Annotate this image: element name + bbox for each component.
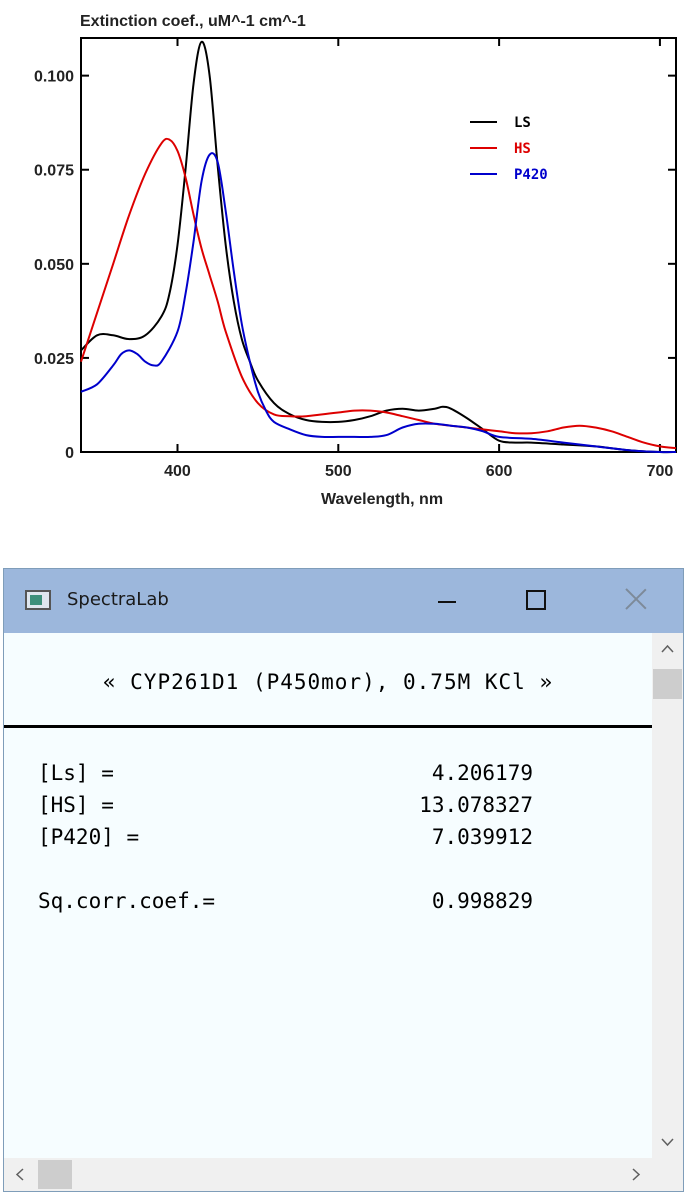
scroll-up-button[interactable]: [652, 633, 683, 665]
vertical-scrollbar[interactable]: [652, 633, 683, 1158]
x-tick-label: 500: [325, 463, 352, 480]
result-label: [Ls] =: [38, 761, 114, 785]
plot-frame: [80, 37, 677, 453]
result-value: 0.998829: [431, 889, 533, 913]
result-row-hs: [HS] = 13.078327: [38, 793, 533, 823]
horizontal-scrollbar[interactable]: [4, 1158, 652, 1191]
series-line-p420: [80, 152, 677, 454]
header-divider: [4, 725, 652, 728]
result-row-ls: [Ls] = 4.206179: [38, 761, 533, 791]
maximize-button[interactable]: [491, 569, 581, 633]
legend-label-hs: HS: [514, 141, 531, 157]
result-value: 7.039912: [431, 825, 533, 849]
result-label: [HS] =: [38, 793, 114, 817]
maximize-icon: [526, 590, 546, 610]
scrollbar-corner: [652, 1158, 683, 1191]
series-line-ls: [80, 40, 677, 454]
y-axis: 0 0.025 0.050 0.075 0.100: [34, 69, 676, 462]
chevron-up-icon: [661, 644, 674, 653]
series-group: [80, 40, 677, 454]
x-tick-label: 400: [164, 463, 191, 480]
y-tick-label: 0.075: [34, 163, 74, 180]
legend-label-p420: P420: [514, 167, 548, 183]
legend: LS HS P420: [470, 115, 548, 183]
result-label: [P420] =: [38, 825, 140, 849]
series-line-hs: [80, 137, 677, 450]
result-row-p420: [P420] = 7.039912: [38, 825, 533, 855]
x-tick-label: 600: [486, 463, 513, 480]
y-tick-label: 0.100: [34, 69, 74, 86]
title-bar[interactable]: SpectraLab: [4, 569, 683, 633]
result-row-corr: Sq.corr.coef.= 0.998829: [38, 889, 533, 919]
results-panel: « CYP261D1 (P450mor), 0.75M KCl » [Ls] =…: [4, 633, 652, 1158]
chevron-left-icon: [15, 1168, 24, 1181]
chart-title: Extinction coef., uM^-1 cm^-1: [80, 13, 306, 30]
chevron-right-icon: [632, 1168, 641, 1181]
result-value: 13.078327: [419, 793, 533, 817]
chart-svg: Extinction coef., uM^-1 cm^-1 0 0.025 0.05…: [34, 13, 677, 508]
horizontal-scroll-thumb[interactable]: [38, 1160, 72, 1189]
chevron-down-icon: [661, 1138, 674, 1147]
report-header: « CYP261D1 (P450mor), 0.75M KCl »: [102, 670, 554, 694]
scroll-left-button[interactable]: [4, 1158, 36, 1191]
x-axis-title: Wavelength, nm: [321, 491, 443, 508]
y-tick-label: 0.025: [34, 351, 74, 368]
x-tick-label: 700: [647, 463, 674, 480]
close-button[interactable]: [591, 569, 681, 633]
vertical-scroll-thumb[interactable]: [653, 669, 682, 699]
result-value: 4.206179: [431, 761, 533, 785]
close-icon: [624, 587, 648, 611]
scroll-down-button[interactable]: [652, 1126, 683, 1158]
app-icon: [25, 590, 51, 610]
spectrum-chart: Extinction coef., uM^-1 cm^-1 0 0.025 0.05…: [0, 0, 685, 520]
legend-label-ls: LS: [514, 115, 531, 131]
x-axis: 400 500 600 700: [164, 38, 673, 480]
result-label: Sq.corr.coef.=: [38, 889, 216, 913]
y-tick-label: 0.050: [34, 257, 74, 274]
minimize-button[interactable]: [401, 569, 491, 633]
minimize-icon: [438, 601, 456, 603]
y-tick-label: 0: [65, 445, 74, 462]
spectralab-window: SpectraLab « CYP261D1 (P450mor), 0.75M K…: [3, 568, 684, 1192]
scroll-right-button[interactable]: [620, 1158, 652, 1191]
window-title: SpectraLab: [67, 589, 169, 610]
